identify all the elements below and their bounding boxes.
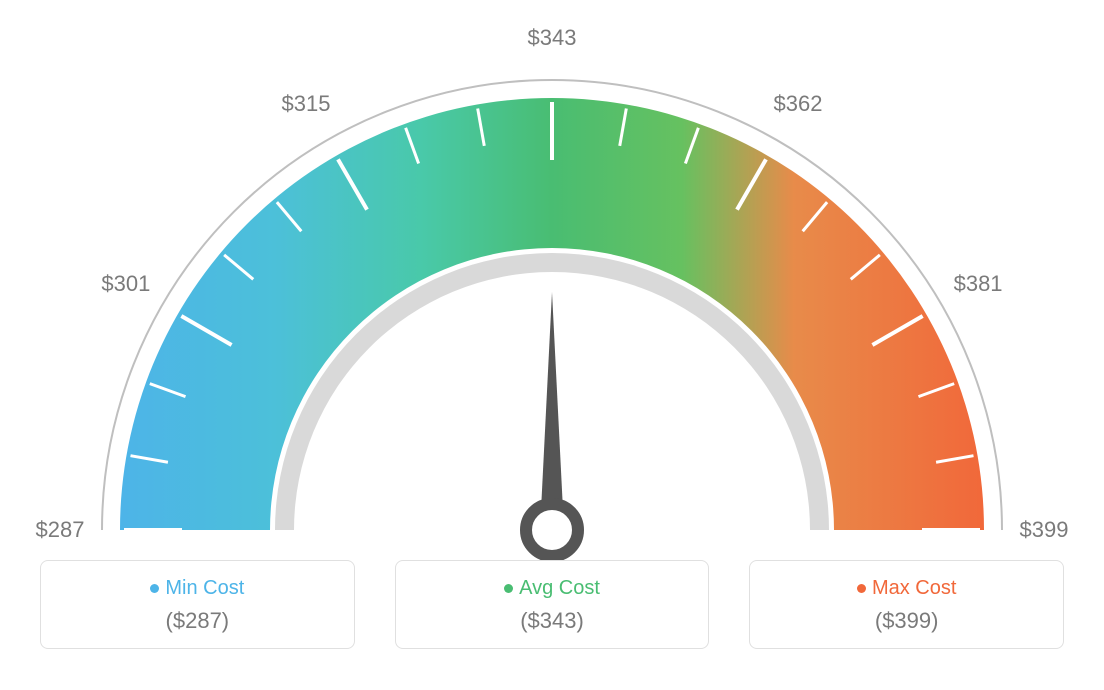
legend-min-label: Min Cost: [165, 577, 244, 599]
legend-row: Min Cost ($287) Avg Cost ($343) Max Cost…: [0, 560, 1104, 689]
legend-min-dot: [150, 584, 159, 593]
legend-max-dot: [857, 584, 866, 593]
gauge-tick-label: $301: [101, 271, 150, 297]
legend-avg-title: Avg Cost: [406, 577, 699, 600]
gauge-svg: [0, 0, 1104, 560]
gauge-tick-label: $287: [36, 517, 85, 543]
gauge-tick-label: $315: [282, 91, 331, 117]
legend-max-label: Max Cost: [872, 577, 956, 599]
gauge-tick-label: $343: [528, 25, 577, 51]
gauge-chart: $287 $301 $315 $343 $362 $381 $399: [0, 0, 1104, 560]
gauge-tick-label: $381: [954, 271, 1003, 297]
legend-avg-dot: [504, 584, 513, 593]
legend-min-value: ($287): [51, 608, 344, 634]
legend-avg-value: ($343): [406, 608, 699, 634]
legend-min-title: Min Cost: [51, 577, 344, 600]
legend-avg: Avg Cost ($343): [395, 560, 710, 649]
legend-max: Max Cost ($399): [749, 560, 1064, 649]
gauge-tick-label: $399: [1020, 517, 1069, 543]
gauge-tick-label: $362: [774, 91, 823, 117]
legend-max-value: ($399): [760, 608, 1053, 634]
legend-avg-label: Avg Cost: [519, 577, 600, 599]
legend-max-title: Max Cost: [760, 577, 1053, 600]
legend-min: Min Cost ($287): [40, 560, 355, 649]
